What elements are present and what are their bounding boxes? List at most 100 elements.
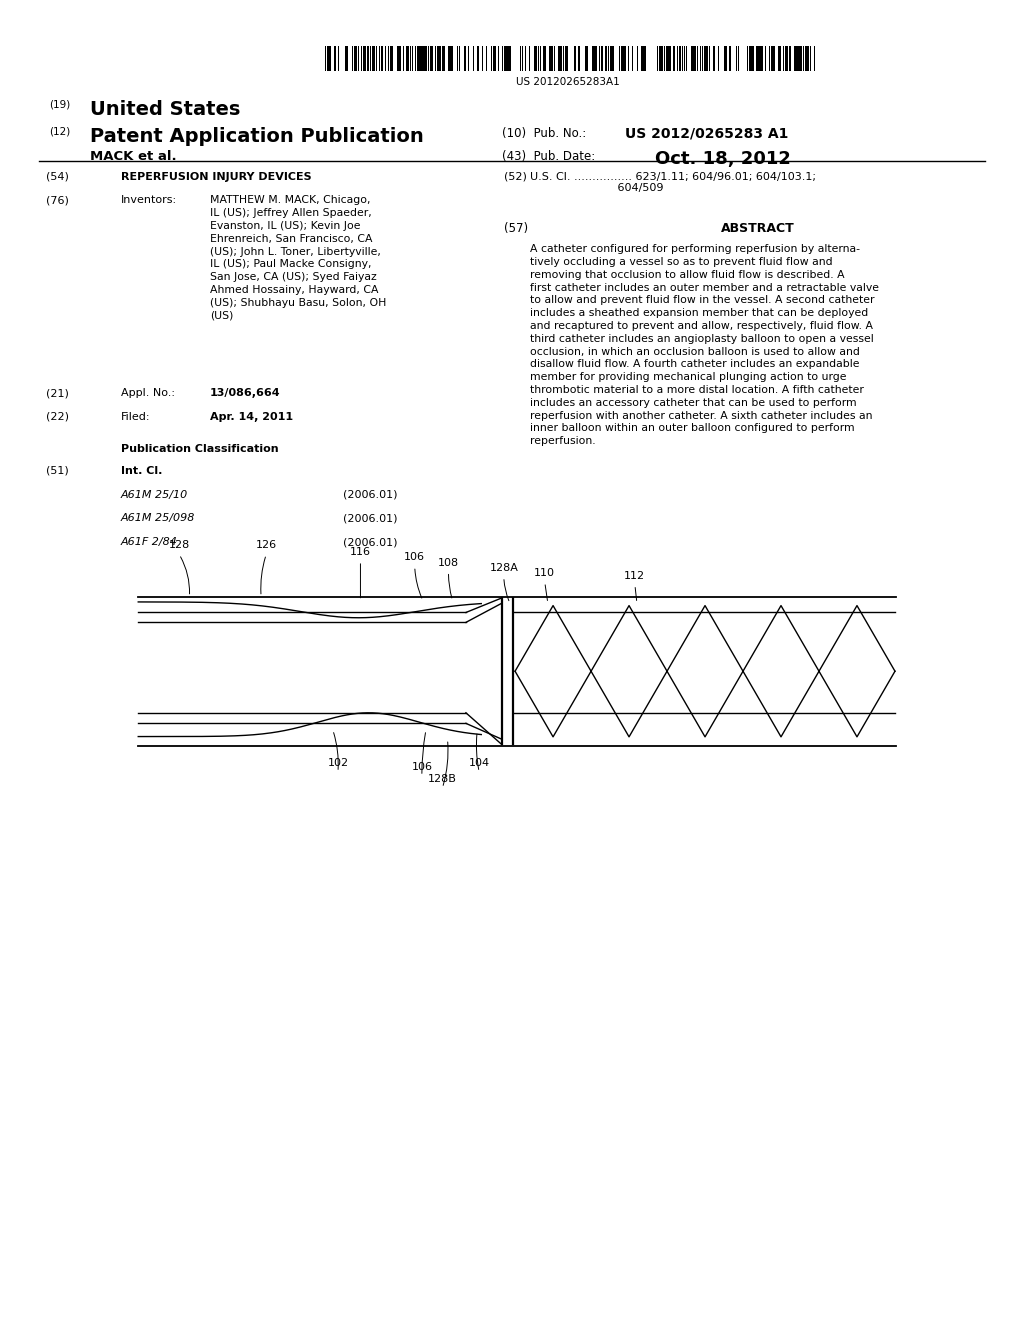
Text: 126: 126 [256, 540, 276, 550]
Bar [464, 45, 466, 70]
Bar [390, 45, 393, 70]
Text: (19): (19) [49, 100, 71, 110]
Bar [771, 45, 774, 70]
Text: U.S. Cl. ................ 623/1.11; 604/96.01; 604/103.1;
                      : U.S. Cl. ................ 623/1.11; 604/… [530, 172, 816, 193]
Bar [673, 45, 675, 70]
Text: (12): (12) [49, 127, 71, 137]
Bar [669, 45, 671, 70]
Bar [362, 45, 366, 70]
Text: 106: 106 [404, 552, 425, 562]
Bar [477, 45, 479, 70]
Bar [749, 45, 751, 70]
Bar [334, 45, 336, 70]
Text: 128A: 128A [489, 562, 518, 573]
Bar [782, 45, 784, 70]
Text: (2006.01): (2006.01) [343, 537, 397, 548]
Text: 104: 104 [469, 758, 489, 768]
Text: Publication Classification: Publication Classification [121, 444, 279, 454]
Bar [690, 45, 694, 70]
Text: (22): (22) [46, 412, 69, 422]
Bar [524, 45, 526, 70]
Text: Oct. 18, 2012: Oct. 18, 2012 [655, 150, 792, 169]
Text: A catheter configured for performing reperfusion by alterna-
tively occluding a : A catheter configured for performing rep… [530, 244, 880, 446]
Bar [760, 45, 762, 70]
Bar [498, 45, 500, 70]
Bar [507, 45, 509, 70]
Bar [807, 45, 809, 70]
Text: Filed:: Filed: [121, 412, 151, 422]
Bar [724, 45, 727, 70]
Bar [610, 45, 611, 70]
Bar [752, 45, 753, 70]
Bar [558, 45, 562, 70]
Text: 116: 116 [350, 546, 371, 557]
Text: 106: 106 [412, 762, 432, 772]
Bar [612, 45, 613, 70]
Bar [424, 45, 426, 70]
Bar [449, 45, 450, 70]
Text: ABSTRACT: ABSTRACT [721, 222, 795, 235]
Text: (57): (57) [504, 222, 528, 235]
Bar [605, 45, 607, 70]
Text: (21): (21) [46, 388, 69, 399]
Bar [729, 45, 731, 70]
Text: A61M 25/10: A61M 25/10 [121, 490, 188, 500]
Bar [707, 45, 708, 70]
Text: (43)  Pub. Date:: (43) Pub. Date: [502, 150, 595, 164]
Bar [713, 45, 715, 70]
Bar [592, 45, 595, 70]
Bar [585, 45, 588, 70]
Bar [406, 45, 409, 70]
Text: Apr. 14, 2011: Apr. 14, 2011 [210, 412, 293, 422]
Bar [545, 45, 547, 70]
Bar [693, 45, 695, 70]
Text: US 20120265283A1: US 20120265283A1 [516, 77, 621, 87]
Bar [799, 45, 802, 70]
Bar [552, 45, 553, 70]
Text: 110: 110 [535, 568, 555, 578]
Text: 128: 128 [169, 540, 189, 550]
Bar [368, 45, 370, 70]
Bar [579, 45, 581, 70]
Text: (2006.01): (2006.01) [343, 490, 397, 500]
Bar [417, 45, 420, 70]
Text: (52): (52) [504, 172, 526, 182]
Bar [345, 45, 347, 70]
Bar [794, 45, 796, 70]
Text: (51): (51) [46, 466, 69, 477]
Text: Int. Cl.: Int. Cl. [121, 466, 162, 477]
Bar [756, 45, 759, 70]
Text: (54): (54) [46, 172, 69, 182]
Bar [354, 45, 355, 70]
Bar [796, 45, 800, 70]
Bar [624, 45, 626, 70]
Text: 112: 112 [625, 570, 645, 581]
Bar [785, 45, 788, 70]
Bar [419, 45, 421, 70]
Text: Patent Application Publication: Patent Application Publication [90, 127, 424, 145]
Bar [565, 45, 567, 70]
Bar [494, 45, 495, 70]
Bar [705, 45, 708, 70]
Bar [372, 45, 374, 70]
Bar [594, 45, 597, 70]
Text: Appl. No.:: Appl. No.: [121, 388, 175, 399]
Bar [778, 45, 780, 70]
Bar [554, 45, 555, 70]
Bar [399, 45, 401, 70]
Bar [451, 45, 453, 70]
Bar [370, 45, 372, 70]
Text: (76): (76) [46, 195, 69, 206]
Bar [534, 45, 538, 70]
Text: A61F 2/84: A61F 2/84 [121, 537, 178, 548]
Bar [441, 45, 444, 70]
Bar [509, 45, 511, 70]
Text: (2006.01): (2006.01) [343, 513, 397, 524]
Bar [735, 45, 737, 70]
Text: 128B: 128B [428, 774, 457, 784]
Bar [437, 45, 439, 70]
Bar [381, 45, 383, 70]
Bar [505, 45, 508, 70]
Text: United States: United States [90, 100, 241, 119]
Bar [327, 45, 331, 70]
